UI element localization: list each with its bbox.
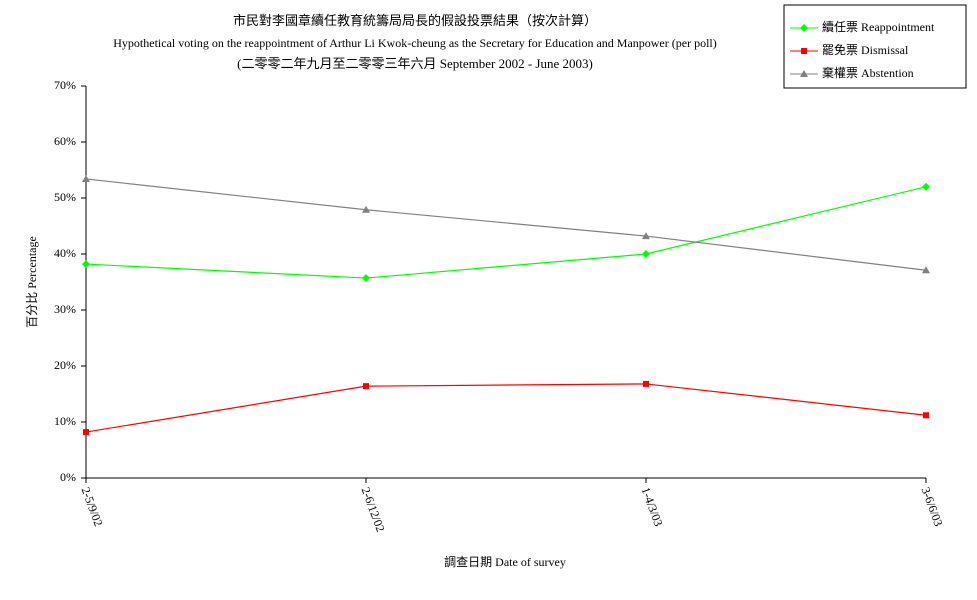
y-tick-label: 10% [54,414,76,428]
y-tick-label: 70% [54,78,76,92]
y-tick-label: 60% [54,134,76,148]
data-point [362,274,370,283]
data-point [363,383,369,390]
series-line [85,186,927,279]
y-tick-label: 20% [54,358,76,372]
data-point [82,174,90,182]
x-tick-label: 2-5/9/02 [79,485,106,528]
y-tick-label: 40% [54,246,76,260]
chart-title: 市民對李國章續任教育統籌局局長的假設投票結果（按次計算） [233,13,597,28]
chart-subtitle: (二零零二年九月至二零零三年六月 September 2002 - June 2… [237,56,593,71]
data-point [643,380,649,387]
data-point [642,232,650,240]
y-tick-label: 30% [54,302,76,316]
x-tick-label: 2-6/12/02 [359,485,388,534]
x-tick-label: 1-4/3/03 [639,485,666,528]
y-tick-label: 50% [54,190,76,204]
series-line [85,383,927,433]
data-point [922,182,930,191]
data-point [801,48,807,54]
x-tick-label: 3-6/6/03 [919,485,946,528]
data-point [922,266,930,274]
y-axis-label: 百分比 Percentage [25,236,39,328]
data-point [923,412,929,419]
data-point [642,250,650,258]
data-point [800,70,808,77]
data-point [362,205,370,213]
legend-label: 續任票 Reappointment [822,19,935,34]
series-line [85,178,927,271]
y-tick-label: 0% [60,470,76,484]
data-point [82,260,90,269]
x-axis-label: 調查日期 Date of survey [444,555,566,569]
chart-subtitle: Hypothetical voting on the reappointment… [113,36,717,50]
data-point [800,24,808,32]
legend-label: 罷免票 Dismissal [822,42,909,57]
data-point [83,429,89,436]
legend-label: 棄權票 Abstention [822,65,914,80]
